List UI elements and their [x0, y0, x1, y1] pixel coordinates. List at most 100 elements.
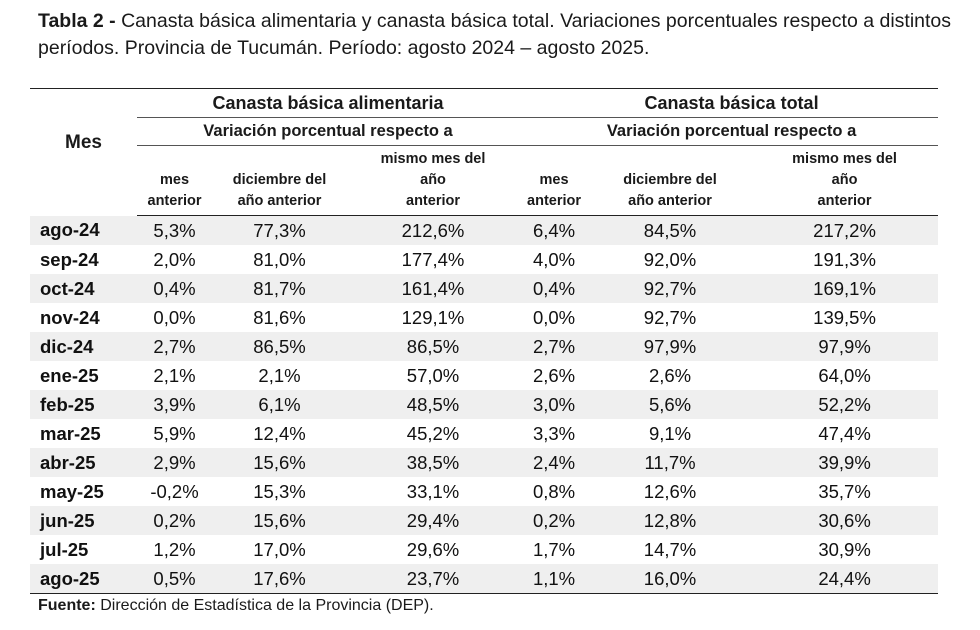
table-row: nov-24 0,0% 81,6% 129,1% 0,0% 92,7% 139,5%: [30, 303, 938, 332]
row-month: oct-24: [30, 274, 137, 303]
cell-cbt: 191,3%: [813, 248, 876, 270]
cell-cbt: 5,6%: [589, 390, 752, 419]
cell-cba: 15,6%: [212, 506, 347, 535]
cell-cbt: 92,0%: [643, 248, 697, 270]
row-month: mar-25: [40, 422, 101, 444]
header-cbt-mes-anterior: mes anterior: [519, 145, 590, 216]
row-month: ago-24: [30, 215, 137, 245]
cell-cba: 0,5%: [137, 564, 212, 594]
cell-cba: 129,1%: [401, 306, 465, 328]
row-month: nov-24: [40, 306, 100, 328]
table-row: oct-24 0,4% 81,7% 161,4% 0,4% 92,7% 169,1%: [30, 274, 939, 303]
table-row: ago-24 5,3% 77,3% 212,6% 6,4% 84,5% 217,2%: [30, 215, 939, 245]
row-month: sep-24: [40, 248, 99, 270]
table-row: ene-25 2,1% 2,1% 57,0% 2,6% 2,6% 64,0%: [30, 361, 938, 390]
cell-cbt: 1,1%: [519, 564, 590, 594]
cell-cba: 17,0%: [253, 538, 306, 560]
cell-cba: 29,4%: [347, 506, 520, 535]
cell-cba: 0,0%: [153, 306, 196, 328]
header-cbt-mismo-mes: mismo mes del año anterior: [751, 145, 939, 216]
table-row: jun-25 0,2% 15,6% 29,4% 0,2% 12,8% 30,6%: [30, 506, 939, 535]
header-group-cbt: Canasta básica total: [519, 88, 939, 118]
cell-cbt: 139,5%: [813, 306, 876, 328]
source-note: Fuente: Dirección de Estadística de la P…: [38, 597, 434, 615]
cell-cba: 15,3%: [253, 480, 306, 502]
cell-cbt: 0,2%: [519, 506, 590, 535]
cell-cba: 6,1%: [212, 390, 347, 419]
cell-cbt: 14,7%: [643, 538, 697, 560]
caption-label: Tabla 2 -: [38, 10, 122, 32]
cell-cbt: 2,6%: [532, 364, 576, 386]
cell-cbt: 30,6%: [751, 506, 939, 535]
cell-cba: 57,0%: [406, 364, 460, 386]
cell-cbt: 9,1%: [648, 422, 692, 444]
table-row: may-25 -0,2% 15,3% 33,1% 0,8% 12,6% 35,7%: [30, 477, 938, 506]
header-sub-cba: Variación porcentual respecto a: [137, 117, 520, 146]
cell-cba: 81,0%: [253, 248, 306, 270]
header-mes: Mes: [30, 88, 137, 216]
cell-cbt: 84,5%: [589, 215, 752, 245]
caption-text: Canasta básica alimentaria y canasta bás…: [38, 10, 952, 59]
cell-cba: 86,5%: [347, 332, 520, 361]
cell-cbt: 35,7%: [818, 480, 871, 502]
cell-cba: 81,7%: [212, 274, 347, 303]
cell-cbt: 217,2%: [751, 215, 939, 245]
cell-cbt: 3,0%: [519, 390, 590, 419]
row-month: may-25: [40, 480, 104, 502]
header-cbt-diciembre: diciembre del año anterior: [589, 145, 752, 216]
cell-cba: -0,2%: [150, 480, 199, 502]
cell-cba: 38,5%: [347, 448, 520, 477]
row-month: jul-25: [40, 538, 89, 560]
cell-cbt: 16,0%: [589, 564, 752, 594]
table-caption: Tabla 2 - Canasta básica alimentaria y c…: [38, 8, 973, 62]
cell-cba: 3,9%: [137, 390, 212, 419]
cell-cba: 1,2%: [153, 538, 196, 560]
cell-cbt: 1,7%: [532, 538, 576, 560]
cell-cba: 23,7%: [347, 564, 520, 594]
table-body: ago-24 5,3% 77,3% 212,6% 6,4% 84,5% 217,2% sep-…: [30, 215, 939, 594]
cell-cbt: 12,6%: [643, 480, 697, 502]
cell-cbt: 12,8%: [589, 506, 752, 535]
cell-cbt: 39,9%: [751, 448, 939, 477]
cell-cba: 86,5%: [212, 332, 347, 361]
cell-cba: 5,9%: [153, 422, 196, 444]
cell-cbt: 0,4%: [519, 274, 590, 303]
cell-cba: 2,9%: [137, 448, 212, 477]
cell-cbt: 24,4%: [751, 564, 939, 594]
cell-cbt: 6,4%: [519, 215, 590, 245]
table-row: abr-25 2,9% 15,6% 38,5% 2,4% 11,7% 39,9%: [30, 448, 939, 477]
cell-cba: 45,2%: [406, 422, 460, 444]
cell-cba: 177,4%: [401, 248, 465, 270]
cell-cba: 15,6%: [212, 448, 347, 477]
source-label: Fuente:: [38, 597, 96, 614]
header-cba-diciembre: diciembre del año anterior: [212, 145, 347, 216]
cell-cba: 161,4%: [347, 274, 520, 303]
cell-cbt: 0,8%: [532, 480, 576, 502]
cell-cbt: 30,9%: [818, 538, 871, 560]
row-month: feb-25: [30, 390, 137, 419]
header-cba-mes-anterior: mes anterior: [137, 145, 212, 216]
row-month: ago-25: [30, 564, 137, 594]
cell-cbt: 2,6%: [648, 364, 692, 386]
cell-cba: 77,3%: [212, 215, 347, 245]
data-table: Mes Canasta básica alimentaria Canasta b…: [30, 88, 939, 594]
cell-cba: 5,3%: [137, 215, 212, 245]
cell-cbt: 64,0%: [818, 364, 871, 386]
cell-cba: 212,6%: [347, 215, 520, 245]
cell-cba: 48,5%: [347, 390, 520, 419]
cell-cba: 29,6%: [406, 538, 460, 560]
cell-cbt: 2,4%: [519, 448, 590, 477]
header-group-cba: Canasta básica alimentaria: [137, 88, 520, 118]
source-text: Dirección de Estadística de la Provincia…: [95, 597, 434, 614]
cell-cba: 2,1%: [153, 364, 196, 386]
table-row: jul-25 1,2% 17,0% 29,6% 1,7% 14,7% 30,9%: [30, 535, 938, 564]
cell-cbt: 47,4%: [818, 422, 871, 444]
header-cba-mismo-mes: mismo mes del año anterior: [347, 145, 520, 216]
cell-cba: 12,4%: [253, 422, 306, 444]
table-row: mar-25 5,9% 12,4% 45,2% 3,3% 9,1% 47,4%: [30, 419, 938, 448]
cell-cba: 81,6%: [253, 306, 306, 328]
cell-cba: 2,0%: [153, 248, 196, 270]
cell-cbt: 2,7%: [519, 332, 590, 361]
cell-cbt: 11,7%: [589, 448, 752, 477]
cell-cbt: 3,3%: [532, 422, 576, 444]
